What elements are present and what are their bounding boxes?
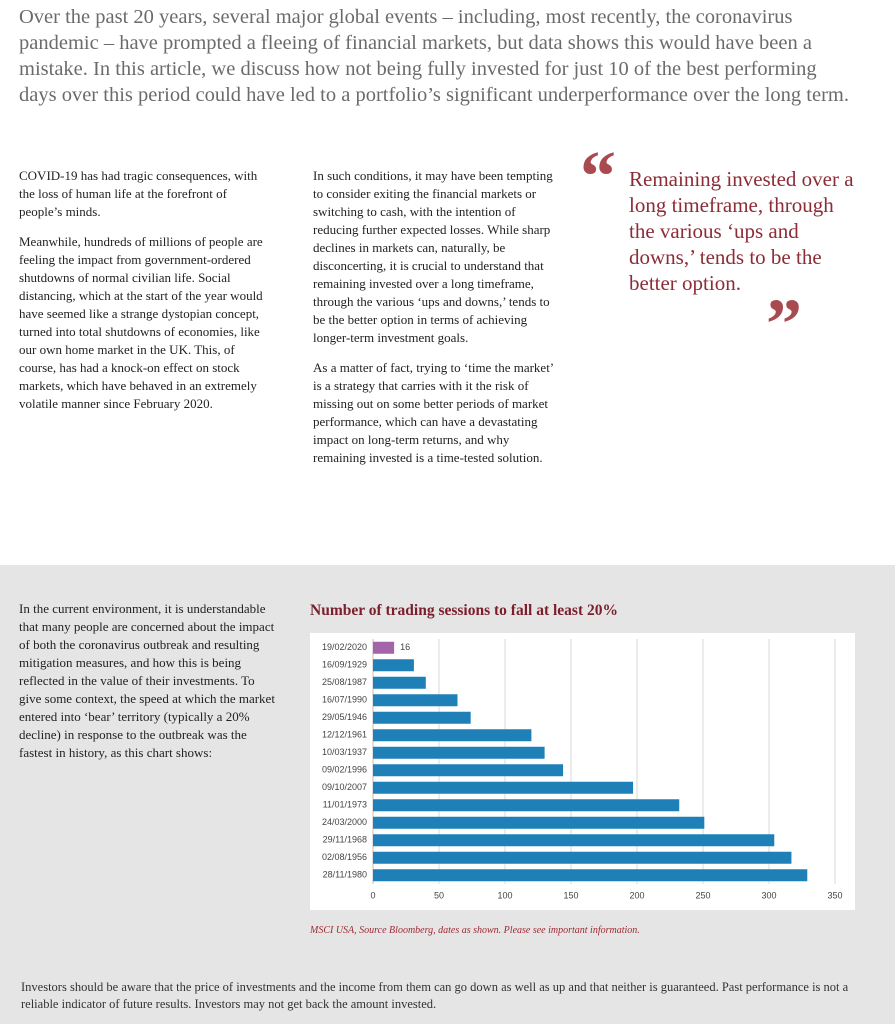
x-tick-label: 0 bbox=[370, 890, 375, 900]
y-tick-label: 29/11/1968 bbox=[323, 835, 367, 845]
bar bbox=[373, 834, 775, 847]
y-tick-label: 11/01/1973 bbox=[323, 800, 367, 810]
y-tick-label: 09/02/1996 bbox=[322, 765, 367, 775]
bar bbox=[373, 659, 414, 672]
value-label: 16 bbox=[400, 642, 410, 652]
chart-note: MSCI USA, Source Bloomberg, dates as sho… bbox=[310, 925, 640, 936]
quote-open: “ bbox=[580, 136, 616, 216]
x-tick-label: 100 bbox=[497, 890, 512, 900]
bar bbox=[373, 729, 532, 742]
y-tick-label: 28/11/1980 bbox=[323, 870, 367, 880]
y-tick-label: 12/12/1961 bbox=[322, 730, 367, 740]
x-tick-label: 250 bbox=[695, 890, 710, 900]
x-tick-label: 300 bbox=[761, 890, 776, 900]
section-text: In the current environment, it is unders… bbox=[19, 601, 275, 760]
bar bbox=[373, 694, 458, 707]
x-tick-label: 200 bbox=[629, 890, 644, 900]
chart: 0 50 100 150 200 250 300 350 19/02/2020 16 16/09/1… bbox=[310, 633, 855, 910]
x-tick-label: 350 bbox=[827, 890, 842, 900]
bar bbox=[373, 799, 680, 812]
bar bbox=[373, 711, 471, 724]
bar bbox=[373, 869, 808, 882]
y-tick-label: 25/08/1987 bbox=[322, 677, 367, 687]
pull-quote: Remaining invested over a long timeframe… bbox=[629, 167, 854, 295]
y-tick-label: 29/05/1946 bbox=[322, 712, 367, 722]
disclaimer: Investors should be aware that the price… bbox=[21, 980, 849, 1011]
quote-close: ” bbox=[766, 284, 802, 364]
paragraph: COVID-19 has had tragic consequences, wi… bbox=[19, 168, 258, 219]
paragraph: As a matter of fact, trying to ‘time the… bbox=[313, 360, 554, 465]
bar bbox=[373, 816, 705, 829]
bar bbox=[373, 851, 792, 864]
y-tick-label: 16/09/1929 bbox=[322, 660, 367, 670]
x-tick-label: 150 bbox=[563, 890, 578, 900]
y-tick-label: 10/03/1937 bbox=[322, 747, 367, 757]
y-tick-label: 02/08/1956 bbox=[322, 852, 367, 862]
x-tick-label: 50 bbox=[434, 890, 444, 900]
bar bbox=[373, 676, 426, 689]
bar bbox=[373, 641, 395, 654]
y-tick-label: 24/03/2000 bbox=[322, 817, 367, 827]
column: In such conditions, it may have been tem… bbox=[313, 167, 563, 479]
bar bbox=[373, 781, 634, 794]
bar bbox=[373, 764, 564, 777]
column: COVID-19 has had tragic consequences, wi… bbox=[19, 167, 264, 425]
y-tick-label: 19/02/2020 bbox=[322, 642, 367, 652]
bar bbox=[373, 746, 545, 759]
paragraph: In such conditions, it may have been tem… bbox=[313, 168, 553, 345]
chart-title: Number of trading sessions to fall at le… bbox=[310, 602, 618, 619]
y-tick-label: 09/10/2007 bbox=[322, 782, 367, 792]
intro: Over the past 20 years, several major gl… bbox=[19, 6, 849, 106]
y-tick-label: 16/07/1990 bbox=[322, 695, 367, 705]
paragraph: Meanwhile, hundreds of millions of peopl… bbox=[19, 234, 263, 411]
